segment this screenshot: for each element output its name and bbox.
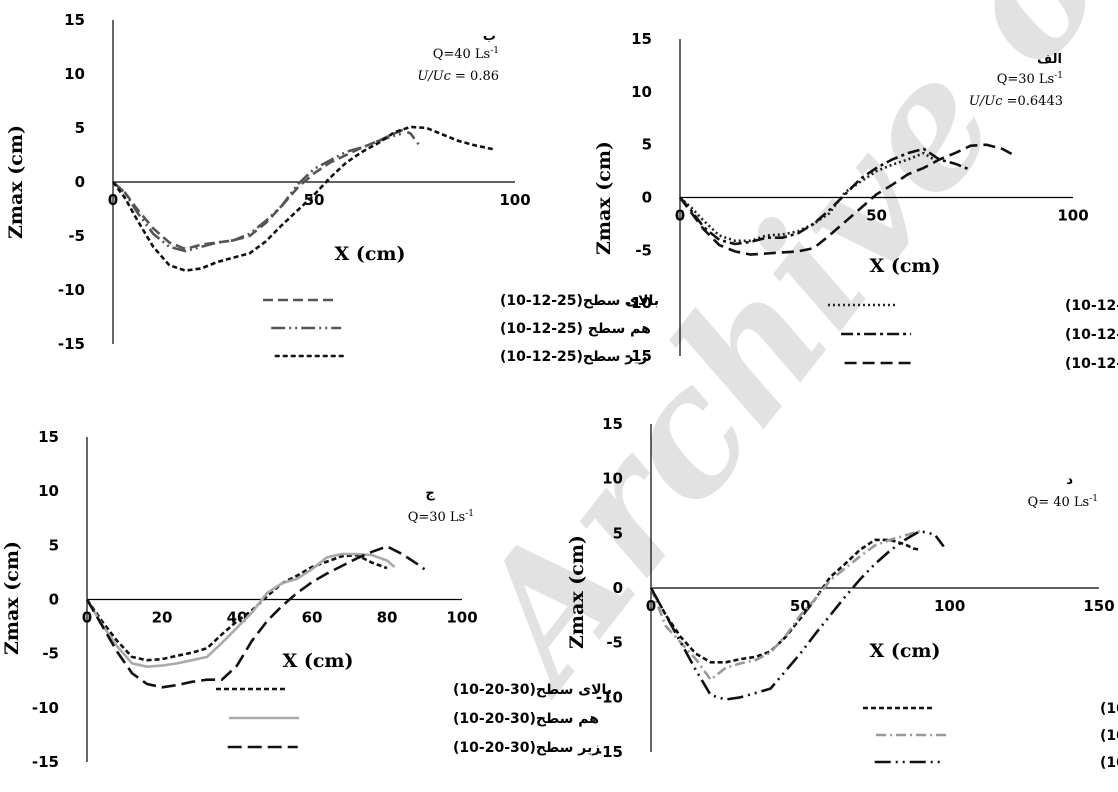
x-tick-label: 0: [108, 191, 118, 209]
y-axis-title: Zmax (cm): [1, 541, 23, 655]
y-tick-label: 10: [602, 470, 623, 488]
series-line-3: [649, 529, 945, 701]
y-tick-label: -15: [58, 335, 85, 353]
series-line-2: [679, 147, 972, 246]
legend-label: زیر سطح(30-20-10): [1100, 755, 1118, 771]
x-tick-label: 40: [227, 609, 248, 627]
x-axis-title: X (cm): [869, 255, 940, 277]
y-tick-label: -10: [625, 294, 652, 312]
y-tick-label: -10: [596, 688, 623, 706]
y-tick-label: -5: [635, 241, 652, 259]
x-tick-label: 100: [934, 597, 965, 615]
legend-label: هم سطح(30-20-10): [1100, 728, 1118, 744]
panel-label-jim: ج: [425, 486, 435, 501]
panel-label-dal: د: [1066, 473, 1073, 488]
series-line-2: [649, 529, 921, 682]
y-tick-label: 5: [613, 524, 623, 542]
x-tick-label: 0: [646, 597, 656, 615]
x-tick-label: 150: [1083, 597, 1114, 615]
y-tick-label: -15: [596, 743, 623, 761]
y-tick-label: 5: [75, 119, 85, 137]
y-tick-label: 5: [642, 136, 652, 154]
y-tick-label: 15: [631, 30, 652, 48]
y-tick-label: 0: [49, 591, 59, 609]
panel-label-b: ب: [483, 29, 496, 44]
panel-jim-annotation-flow: Q=30 Ls-1: [408, 509, 474, 525]
legend-label: بالای سطح(25-12-10): [500, 293, 659, 309]
x-tick-label: 60: [302, 609, 323, 627]
legend-label: بالای سطح(30-20-10): [453, 682, 612, 698]
y-tick-label: 0: [75, 173, 85, 191]
x-tick-label: 100: [499, 191, 530, 209]
x-tick-label: 50: [866, 207, 887, 225]
legend-label: هم سطح(25-12-10): [1065, 327, 1118, 343]
x-axis-title: X (cm): [282, 650, 353, 672]
y-tick-label: -15: [625, 347, 652, 365]
y-tick-label: 0: [613, 579, 623, 597]
x-tick-label: 50: [304, 191, 325, 209]
series-line-1: [679, 151, 937, 243]
chart-panel-jim: ج Q=30 Ls-1 15 10 5 0 -5 -10 -15 0 20 40 60 80 100 X …: [1, 428, 612, 771]
y-tick-label: 5: [49, 536, 59, 554]
series-line-3: [678, 143, 1015, 256]
series-line-3: [111, 125, 496, 272]
y-tick-label: 10: [64, 65, 85, 83]
series-line-3: [85, 545, 426, 689]
legend-label: هم سطح (25-12-10): [500, 321, 651, 337]
y-axis-title: Zmax (cm): [593, 141, 615, 255]
x-tick-label: 0: [675, 207, 685, 225]
series-line-2: [85, 552, 396, 669]
y-tick-label: 15: [38, 428, 59, 446]
panel-label-alef: الف: [1037, 52, 1062, 67]
legend-label: بالای سطح(30-20-10): [1100, 701, 1118, 717]
x-tick-label: 50: [790, 597, 811, 615]
series-line-2: [112, 132, 403, 253]
x-tick-label: 80: [377, 609, 398, 627]
y-tick-label: -5: [68, 227, 85, 245]
y-tick-label: 15: [64, 11, 85, 29]
legend-label: زیر سطح(30-20-10): [453, 740, 600, 756]
legend-label: هم سطح(30-20-10): [453, 711, 599, 727]
legend-label: زیر سطح(25-12-10): [500, 349, 647, 365]
panel-b-annotation-velocity-ratio: U/Uc = 0.86: [417, 69, 499, 84]
x-axis-title: X (cm): [869, 640, 940, 662]
y-tick-label: -15: [32, 753, 59, 771]
y-tick-label: 15: [602, 415, 623, 433]
chart-panel-alef: الف Q=30 Ls-1 U/Uc =0.6443 151050-5-10-1…: [593, 30, 1118, 372]
y-tick-label: -10: [32, 699, 59, 717]
x-tick-label: 100: [1057, 207, 1088, 225]
panel-alef-annotation-velocity-ratio: U/Uc =0.6443: [969, 94, 1063, 109]
y-tick-label: -5: [42, 645, 59, 663]
y-tick-label: -10: [58, 281, 85, 299]
panel-b-annotation-flow: Q=40 Ls-1: [433, 46, 499, 62]
y-tick-label: 10: [631, 83, 652, 101]
y-tick-label: 0: [642, 189, 652, 207]
x-tick-label: 20: [152, 609, 173, 627]
series-line-1: [112, 128, 420, 251]
x-axis-title: X (cm): [334, 243, 405, 265]
legend-label: بالای سطح(25-12-10): [1065, 298, 1118, 314]
panel-alef-annotation-flow: Q=30 Ls-1: [997, 71, 1063, 87]
x-tick-label: 0: [82, 609, 92, 627]
y-axis-title: Zmax (cm): [566, 535, 588, 649]
panel-dal-annotation-flow: Q= 40 Ls-1: [1028, 494, 1098, 510]
x-tick-label: 100: [446, 609, 477, 627]
y-tick-label: -5: [606, 634, 623, 652]
y-axis-title: Zmax (cm): [5, 125, 27, 239]
plot-area-jim: 15 10 5 0 -5 -10 -15 0 20 40 60 80 100 X (cm) Zmax (cm…: [1, 428, 612, 771]
y-tick-label: 10: [38, 482, 59, 500]
